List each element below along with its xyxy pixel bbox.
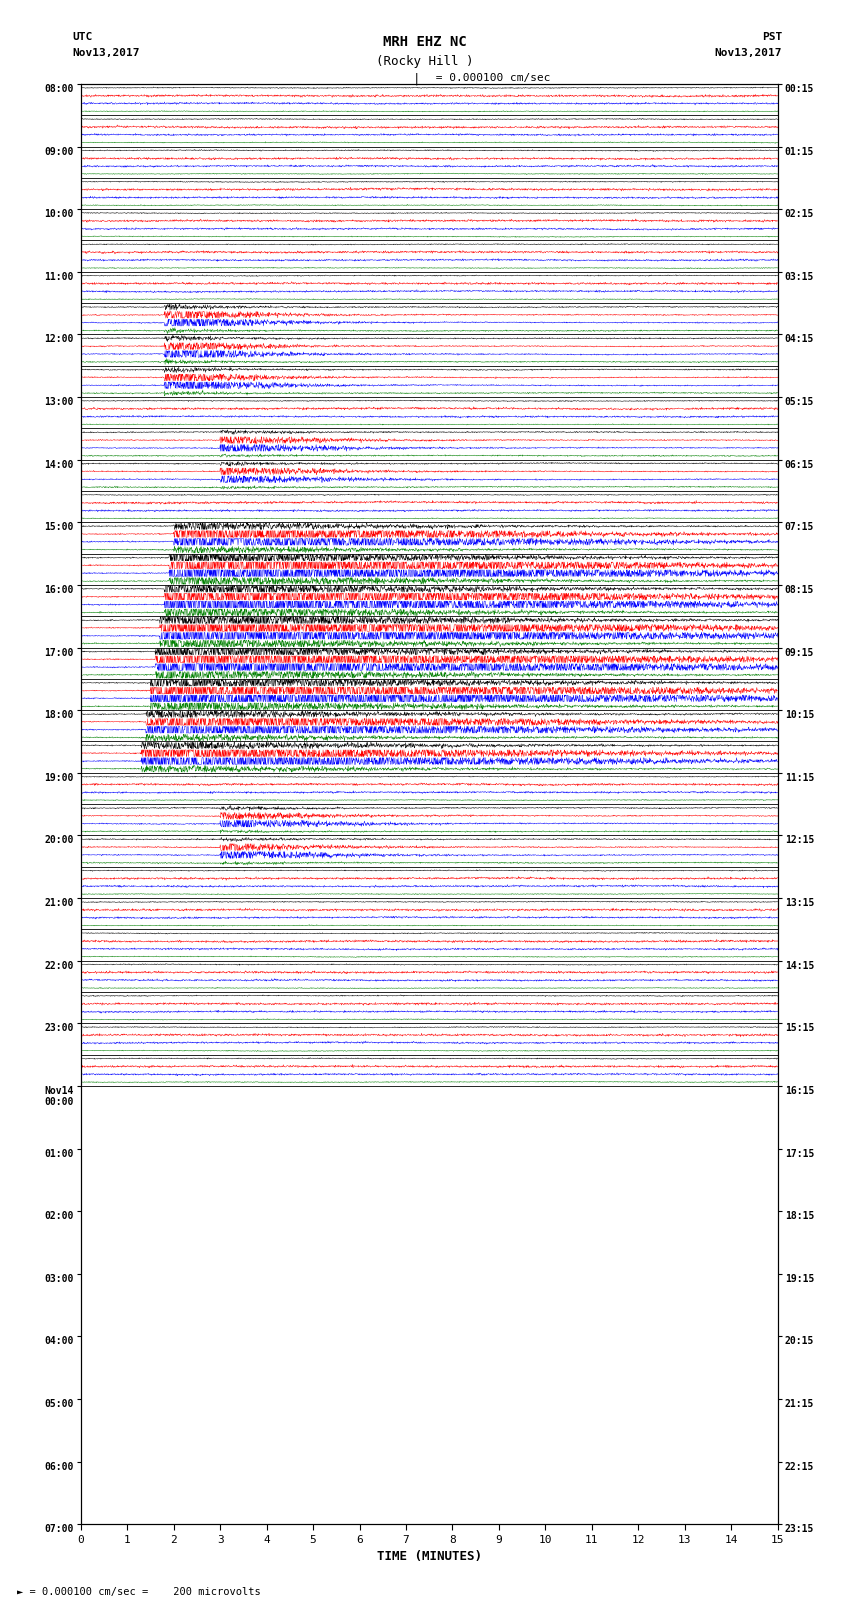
Text: MRH EHZ NC: MRH EHZ NC [383,35,467,50]
X-axis label: TIME (MINUTES): TIME (MINUTES) [377,1550,482,1563]
Text: Nov13,2017: Nov13,2017 [715,48,782,58]
Text: PST: PST [762,32,782,42]
Text: |: | [413,73,420,85]
Text: (Rocky Hill ): (Rocky Hill ) [377,55,473,68]
Text: = 0.000100 cm/sec: = 0.000100 cm/sec [429,73,551,82]
Text: ► = 0.000100 cm/sec =    200 microvolts: ► = 0.000100 cm/sec = 200 microvolts [17,1587,261,1597]
Text: UTC: UTC [72,32,93,42]
Text: Nov13,2017: Nov13,2017 [72,48,139,58]
